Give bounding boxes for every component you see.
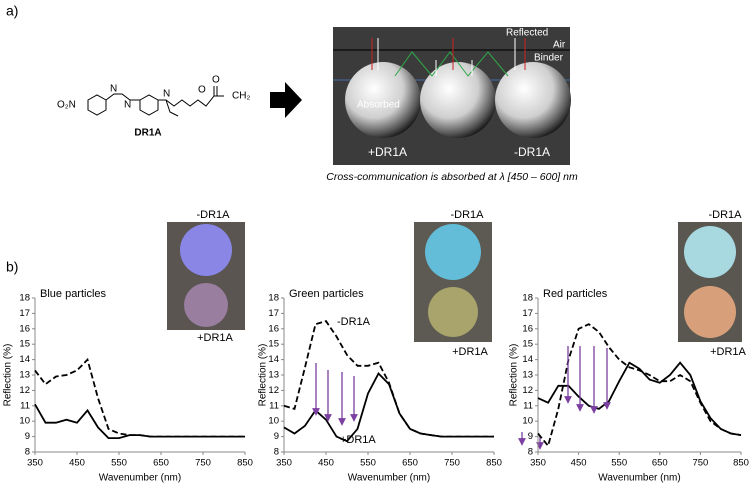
y-tick-label: 18 [522,293,533,304]
series-annotation: +DR1A [340,434,376,446]
data-line [34,403,245,439]
y-tick-label: 17 [268,308,279,319]
photo-label: -DR1A [450,209,484,221]
diagram-label: Reflected [506,28,548,39]
y-tick-label: 10 [19,416,30,427]
data-line [537,361,742,436]
y-tick-label: 12 [268,385,279,396]
y-tick-label: 8 [528,447,533,458]
y-tick-label: 12 [19,385,30,396]
series-annotation: -DR1A [337,316,371,328]
y-axis-title: Reflection (%) [509,344,520,407]
x-tick-label: 650 [153,458,169,469]
y-tick-label: 13 [19,370,30,381]
y-tick-label: 18 [268,293,279,304]
diagram-label: Binder [534,53,564,64]
atom-label: N [124,100,131,111]
y-axis-title: Reflection (%) [258,344,269,407]
x-axis-title: Wavenumber (nm) [348,473,430,484]
y-tick-label: 15 [268,339,279,350]
x-tick-label: 850 [486,458,502,469]
atom-label: O [198,85,206,96]
atom-label: O [212,75,220,86]
y-tick-label: 15 [522,339,533,350]
photo-label: +DR1A [710,346,746,358]
x-tick-label: 350 [276,458,292,469]
diagram-label: -DR1A [514,145,550,159]
chart-title: Green particles [289,288,364,300]
photo-label: -DR1A [196,209,230,221]
diagram [333,27,571,165]
y-tick-label: 14 [522,354,533,365]
chart-title: Blue particles [40,288,107,300]
y-tick-label: 13 [522,370,533,381]
y-tick-label: 18 [19,293,30,304]
photo-label: +DR1A [452,346,488,358]
y-tick-label: 16 [268,323,279,334]
y-tick-label: 14 [268,354,279,365]
y-tick-label: 8 [25,447,30,458]
y-tick-label: 11 [269,400,279,411]
x-tick-label: 850 [733,458,749,469]
compound-name: DR1A [134,128,161,139]
x-tick-label: 450 [318,458,334,469]
y-tick-label: 16 [522,323,533,334]
x-tick-label: 750 [444,458,460,469]
x-tick-label: 550 [360,458,376,469]
y-tick-label: 9 [274,431,279,442]
x-tick-label: 350 [27,458,43,469]
y-axis-title: Reflection (%) [3,344,14,407]
x-tick-label: 450 [69,458,85,469]
y-tick-label: 9 [25,431,30,442]
caption: Cross-communication is absorbed at λ [45… [326,171,578,183]
photo-label: -DR1A [708,209,742,221]
y-tick-label: 9 [528,431,533,442]
x-tick-label: 550 [611,458,627,469]
y-tick-label: 12 [522,385,533,396]
x-tick-label: 650 [402,458,418,469]
y-tick-label: 11 [20,400,30,411]
arrow [270,82,302,118]
y-tick-label: 10 [268,416,279,427]
data-line [34,357,245,438]
x-tick-label: 350 [530,458,546,469]
x-tick-label: 850 [237,458,253,469]
chart-title: Red particles [543,288,608,300]
x-tick-label: 450 [571,458,587,469]
y-tick-label: 14 [19,354,30,365]
panel-label: b) [6,259,18,275]
panel-label: a) [6,3,18,19]
x-tick-label: 750 [692,458,708,469]
data-line [537,323,742,448]
x-tick-label: 550 [111,458,127,469]
photo-label: +DR1A [197,332,233,344]
y-tick-label: 13 [268,370,279,381]
diagram-label: Absorbed [357,100,400,111]
y-tick-label: 11 [523,400,533,411]
atom-label: O₂N [57,100,76,111]
chemical-structure [87,86,224,117]
atom-label: N [163,89,170,100]
y-tick-label: 8 [274,447,279,458]
diagram-label: +DR1A [368,145,407,159]
x-tick-label: 650 [652,458,668,469]
x-axis-title: Wavenumber (nm) [598,473,680,484]
x-tick-label: 750 [195,458,211,469]
atom-label: CH₂ [232,91,250,102]
y-tick-label: 10 [522,416,533,427]
y-tick-label: 17 [19,308,30,319]
y-tick-label: 15 [19,339,30,350]
atom-label: N [110,84,117,95]
sample-photo [167,222,742,342]
y-tick-label: 17 [522,308,533,319]
y-tick-label: 16 [19,323,30,334]
x-axis-title: Wavenumber (nm) [99,473,181,484]
diagram-label: Air [553,40,566,51]
